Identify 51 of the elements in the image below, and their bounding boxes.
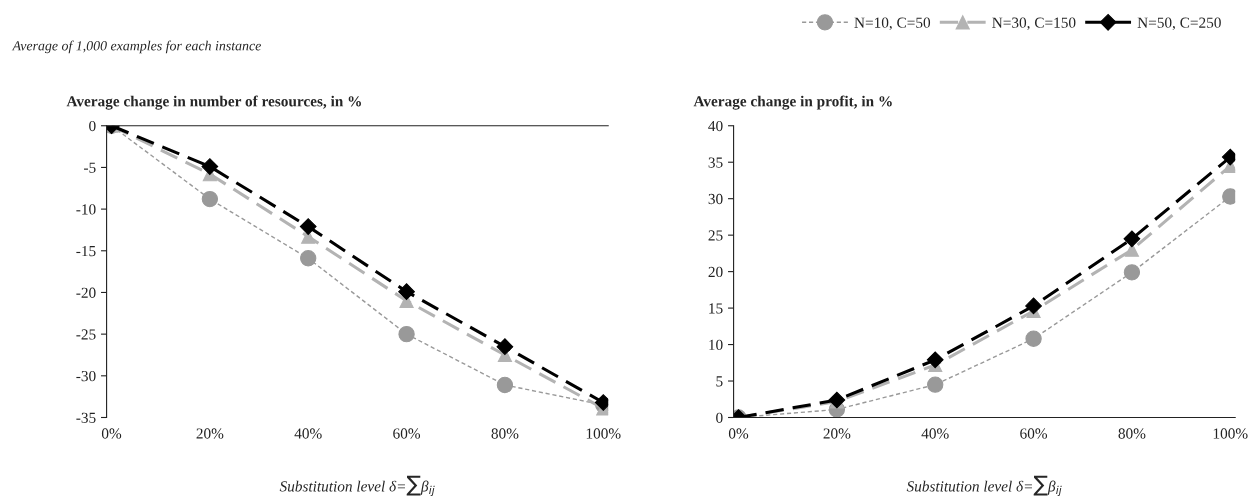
text: Average of 1,000 examples for each instance [11, 40, 262, 54]
y-tick-label: 0 [716, 412, 723, 423]
legend-label: N=10, C=50 [854, 17, 931, 31]
y-tick-label: 5 [716, 376, 723, 387]
point [1123, 230, 1141, 248]
x-tick-label: 20% [823, 428, 851, 439]
y-tick-label: -25 [76, 329, 96, 340]
y-tick-label: 30 [708, 193, 723, 205]
legend-label: N=50, C=250 [1137, 17, 1221, 31]
y-tick-label: 15 [709, 303, 723, 314]
point [398, 283, 415, 300]
x-axis-title: Substitution level δ=∑β$_{ij}$ [906, 475, 1062, 497]
y-tick-label: -10 [76, 204, 96, 215]
y-tick-label: 0 [89, 120, 96, 132]
x-tick-label: 40% [921, 428, 949, 439]
y-tick-label: -35 [76, 412, 96, 423]
x-tick-label: 20% [196, 428, 224, 439]
x-tick-label: 60% [393, 428, 421, 439]
x-tick-label: 80% [1118, 428, 1146, 439]
chart-title: Average change in number of resources, in % [66, 95, 361, 110]
point [299, 218, 317, 235]
point [1025, 330, 1042, 347]
y-tick-label: 25 [708, 230, 723, 241]
legend-label: N=30, C=150 [992, 17, 1076, 31]
point [1123, 264, 1141, 281]
y-tick-label: -5 [84, 162, 96, 173]
y-tick-label: -20 [76, 287, 96, 298]
x-tick-label: 100% [1213, 428, 1248, 439]
y-tick-label: -15 [76, 246, 96, 257]
x-tick-label: 100% [586, 428, 621, 439]
y-tick-label: 10 [709, 339, 723, 351]
point [398, 325, 415, 343]
point [201, 190, 219, 208]
point [496, 338, 514, 356]
point [300, 250, 317, 267]
y-tick-label: 35 [708, 157, 723, 168]
y-tick-label: 20 [708, 266, 723, 278]
x-tick-label: 0% [728, 428, 749, 439]
y-tick-label: 40 [708, 120, 723, 132]
x-tick-label: 60% [1020, 428, 1048, 439]
point [496, 376, 514, 394]
x-axis-title: Substitution level δ=∑β$_{ij}$ [279, 475, 435, 497]
x-tick-label: 0% [101, 428, 122, 439]
point [201, 158, 219, 175]
x-tick-label: 80% [491, 428, 519, 439]
y-tick-label: -30 [76, 370, 96, 382]
point [927, 376, 944, 393]
point [926, 351, 944, 369]
chart-title: Average change in profit, in % [693, 95, 892, 110]
point [1025, 297, 1042, 315]
x-tick-label: 40% [294, 428, 322, 439]
